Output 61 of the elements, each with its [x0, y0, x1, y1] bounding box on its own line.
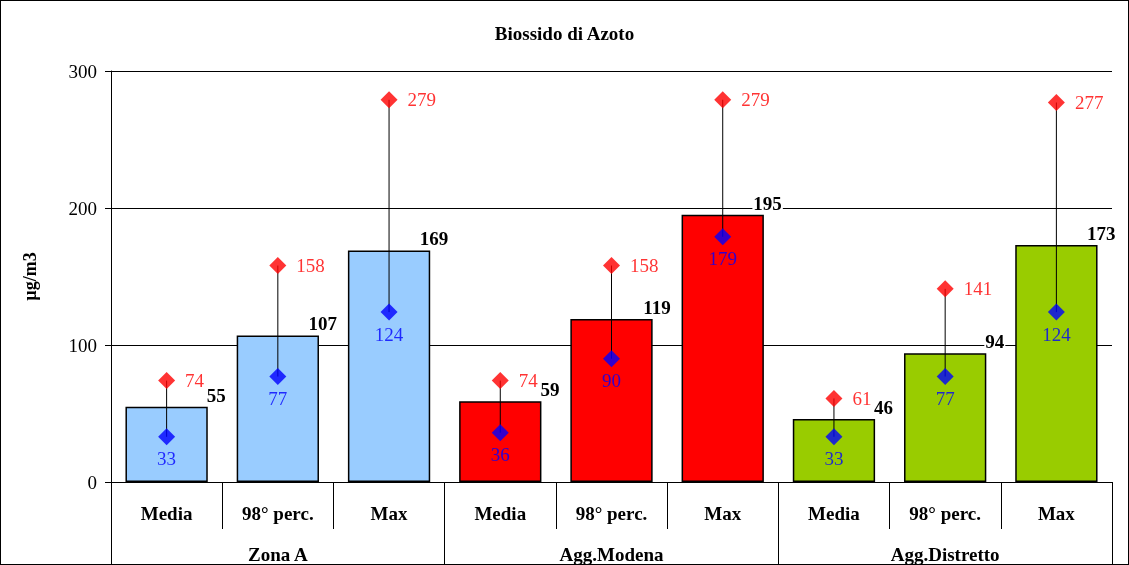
text: Zona A — [248, 544, 308, 565]
point — [714, 228, 732, 246]
y-tick-label: 100 — [68, 334, 97, 356]
data-label: 107 — [308, 313, 338, 335]
x-tick-label: Media — [140, 503, 193, 524]
point — [491, 372, 509, 390]
y-tick-label: 0 — [87, 471, 97, 493]
point — [491, 424, 509, 442]
data-label: 277 — [1074, 92, 1104, 114]
data-label: 90 — [602, 370, 621, 392]
point — [269, 368, 287, 386]
chart-title: Biossido di Azoto — [494, 23, 635, 44]
y-tick-label: 300 — [68, 60, 97, 82]
data-label: 46 — [874, 396, 894, 418]
data-label: 179 — [708, 248, 737, 270]
point — [1047, 303, 1065, 321]
point — [380, 303, 398, 321]
data-label: 77 — [935, 388, 955, 410]
data-label: 158 — [296, 255, 325, 277]
x-tick-label: Media — [808, 503, 861, 524]
point — [936, 280, 954, 298]
point — [1047, 94, 1065, 112]
data-label: 158 — [630, 255, 659, 277]
point — [936, 368, 954, 386]
point — [603, 350, 620, 368]
data-label: 36 — [490, 444, 510, 466]
point — [380, 91, 398, 109]
x-tick-label: Media — [474, 503, 527, 524]
point — [158, 428, 176, 446]
x-tick-label: 98° perc. — [575, 503, 648, 524]
x-tick-label: Max — [370, 503, 409, 524]
y-tick-label: 200 — [68, 197, 97, 219]
data-label: 94 — [985, 331, 1005, 353]
data-label: 77 — [268, 388, 288, 410]
point — [825, 428, 843, 446]
point — [603, 257, 620, 275]
x-tick-label: 98° perc. — [242, 503, 314, 524]
data-label: 59 — [540, 379, 560, 401]
data-label: 169 — [419, 228, 449, 250]
data-label: 61 — [852, 387, 872, 409]
data-label: 74 — [518, 370, 539, 392]
data-label: 279 — [407, 89, 437, 111]
data-label: 74 — [185, 370, 205, 392]
data-label: 279 — [741, 89, 770, 111]
data-label: 33 — [824, 448, 844, 470]
data-label: 119 — [643, 296, 671, 318]
point — [825, 389, 843, 407]
x-tick-label: 98° perc. — [909, 503, 981, 524]
data-label: 33 — [157, 448, 177, 470]
y-axis-title: µg/m3 — [20, 252, 40, 301]
point — [158, 372, 176, 390]
data-label: 124 — [1042, 323, 1072, 345]
data-label: 195 — [753, 192, 782, 214]
point — [714, 91, 732, 109]
point — [269, 257, 287, 275]
x-tick-label: Max — [704, 503, 742, 524]
data-label: 55 — [206, 384, 226, 406]
data-label: 124 — [374, 323, 404, 345]
x-tick-label: Max — [1037, 503, 1076, 524]
data-label: 141 — [963, 278, 993, 300]
data-label: 173 — [1087, 222, 1116, 244]
